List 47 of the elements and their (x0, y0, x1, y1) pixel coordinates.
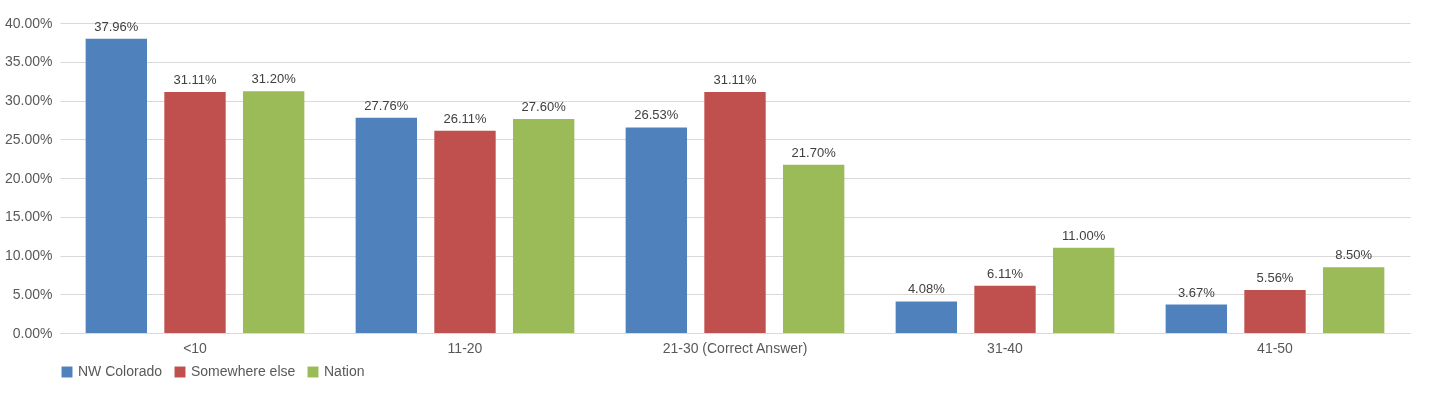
y-tick-label: 15.00% (5, 208, 53, 225)
x-tick-label: 31-40 (987, 339, 1024, 356)
data-label: 5.56% (1256, 269, 1294, 285)
x-tick-label: 11-20 (447, 339, 483, 356)
data-label: 26.53% (634, 107, 679, 123)
bar (1165, 304, 1228, 333)
y-tick-label: 30.00% (5, 92, 53, 108)
data-label: 31.11% (713, 71, 757, 87)
data-label: 3.67% (1177, 284, 1216, 300)
legend-label: NW Colorado (78, 363, 163, 379)
x-tick-label: 41-50 (1257, 339, 1294, 356)
bar (704, 91, 766, 333)
y-tick-label: 35.00% (5, 53, 53, 70)
data-label: 11.00% (1062, 227, 1106, 243)
bar (625, 127, 688, 333)
bar (1052, 247, 1115, 333)
data-label: 37.96% (94, 18, 139, 34)
data-label: 27.76% (364, 97, 409, 113)
data-label: 26.11% (443, 110, 487, 126)
bar (164, 91, 226, 333)
data-label: 21.70% (791, 144, 837, 160)
y-tick-label: 5.00% (12, 285, 53, 302)
y-tick-label: 20.00% (5, 169, 53, 186)
bar (895, 301, 958, 333)
y-tick-label: 40.00% (5, 14, 53, 31)
data-label: 31.11% (173, 71, 217, 87)
data-label: 27.60% (521, 99, 567, 115)
x-tick-label: <10 (183, 339, 208, 356)
legend-label: Nation (324, 363, 365, 379)
bar (1244, 289, 1306, 333)
y-tick-label: 25.00% (5, 130, 53, 147)
legend-label: Somewhere else (191, 363, 296, 379)
bar (85, 38, 148, 333)
y-tick-label: 10.00% (5, 247, 53, 263)
bar (355, 117, 418, 333)
bar (512, 119, 575, 333)
bar (1322, 267, 1385, 333)
bar (974, 285, 1036, 333)
bar (434, 130, 496, 333)
x-tick-label: 21-30 (Correct Answer) (662, 339, 808, 356)
y-tick-label: 0.00% (12, 324, 53, 341)
data-label: 31.20% (251, 71, 297, 87)
bar (782, 164, 845, 333)
bar (242, 91, 305, 333)
data-label: 6.11% (987, 265, 1024, 281)
data-label: 4.08% (907, 281, 946, 297)
data-label: 8.50% (1335, 247, 1373, 263)
